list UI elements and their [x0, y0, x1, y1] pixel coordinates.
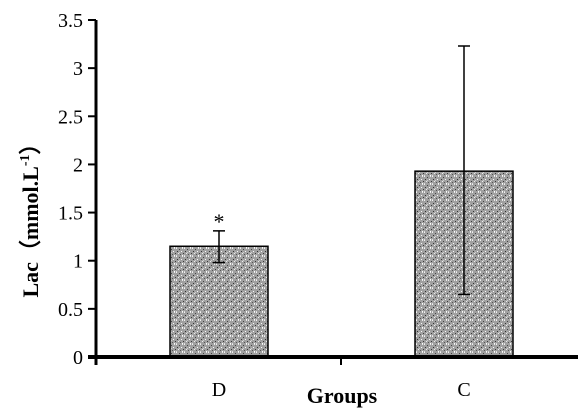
y-axis-title-close: ）	[18, 132, 43, 154]
y-tick-label-1: 1	[73, 251, 83, 273]
x-category-label-D: D	[212, 379, 226, 401]
y-axis-title-main: Lac（mmol.L	[18, 166, 43, 297]
y-tick-label-2.5: 2.5	[58, 106, 83, 128]
y-tick-label-0.5: 0.5	[58, 299, 83, 321]
y-tick-label-1.5: 1.5	[58, 203, 83, 225]
y-axis-title: Lac（mmol.L-1）	[18, 132, 43, 297]
significance-marker-D: *	[214, 209, 225, 234]
y-axis-title-superscript: -1	[18, 154, 33, 166]
y-tick-label-0: 0	[73, 347, 83, 369]
y-tick-label-3.5: 3.5	[58, 10, 83, 32]
y-tick-label-3: 3	[73, 58, 83, 80]
x-category-label-C: C	[457, 379, 470, 401]
y-tick-label-2: 2	[73, 154, 83, 176]
x-axis-title: Groups	[307, 383, 378, 408]
plot-area: * 0 0.5 1 1.5 2 2.5 3 3.5 D C	[58, 10, 578, 401]
bar-D	[169, 245, 269, 358]
